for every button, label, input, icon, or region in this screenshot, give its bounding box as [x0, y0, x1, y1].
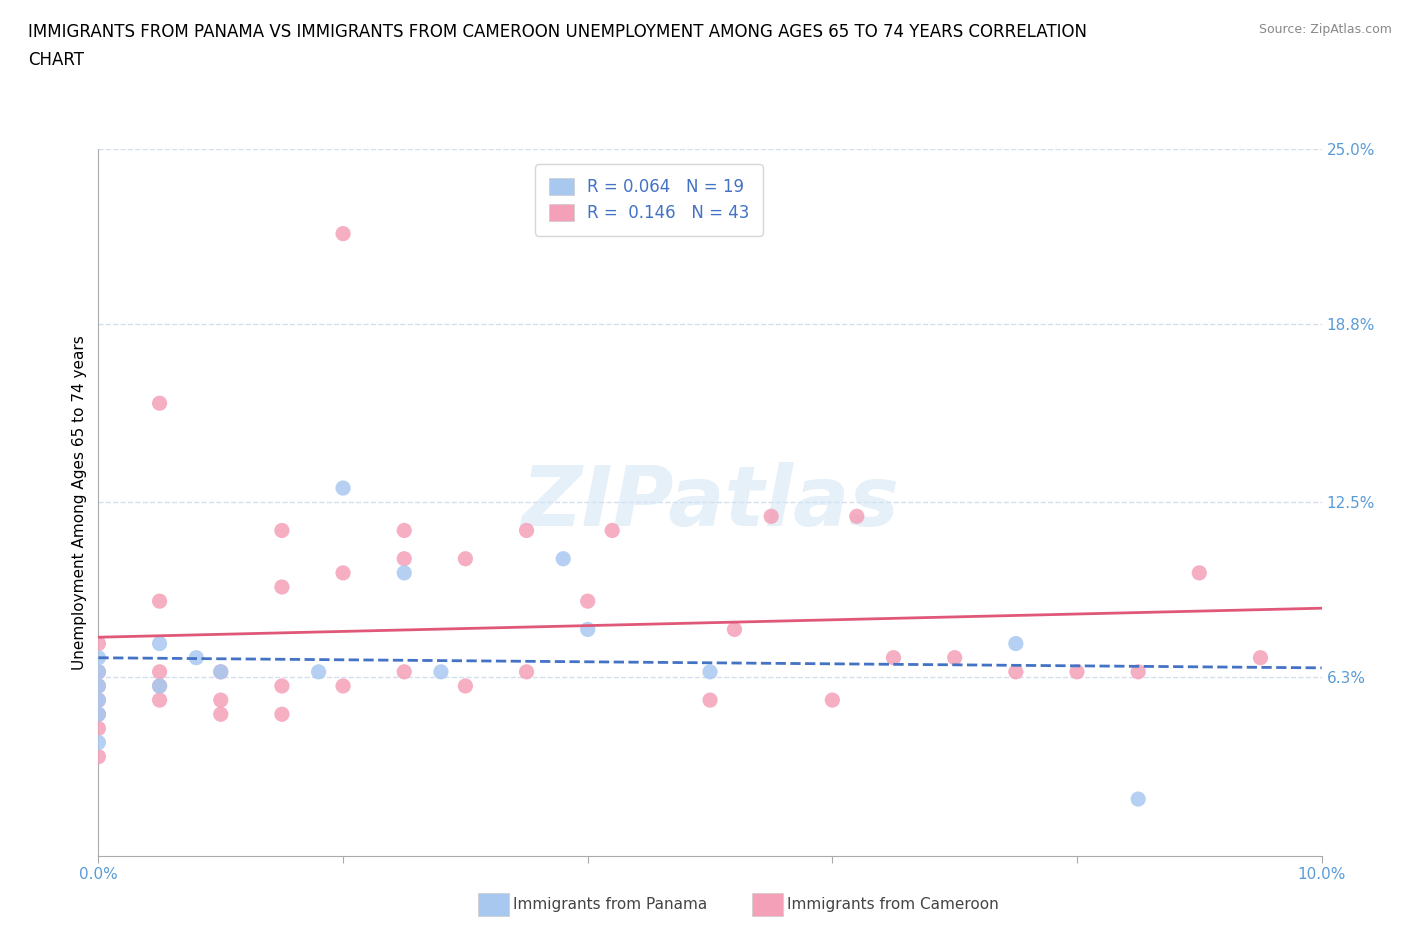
Point — [209, 664, 232, 679]
Point — [516, 523, 538, 538]
Text: IMMIGRANTS FROM PANAMA VS IMMIGRANTS FROM CAMEROON UNEMPLOYMENT AMONG AGES 65 TO: IMMIGRANTS FROM PANAMA VS IMMIGRANTS FRO… — [28, 23, 1087, 41]
Text: Immigrants from Panama: Immigrants from Panama — [513, 897, 707, 912]
Point — [87, 650, 110, 665]
Point — [699, 693, 721, 708]
Point — [87, 664, 110, 679]
Point — [87, 750, 110, 764]
Point — [87, 679, 110, 694]
Point — [332, 565, 354, 580]
Point — [87, 679, 110, 694]
Point — [149, 396, 172, 411]
Point — [332, 226, 354, 241]
Point — [87, 707, 110, 722]
Point — [209, 664, 232, 679]
Point — [332, 481, 354, 496]
Point — [392, 664, 416, 679]
Point — [1128, 791, 1150, 806]
Point — [308, 664, 330, 679]
Point — [87, 664, 110, 679]
Point — [553, 551, 575, 566]
Point — [821, 693, 844, 708]
Point — [516, 664, 538, 679]
Point — [149, 693, 172, 708]
Point — [149, 679, 172, 694]
Point — [845, 509, 868, 524]
Point — [149, 593, 172, 608]
Point — [270, 707, 292, 722]
Text: Source: ZipAtlas.com: Source: ZipAtlas.com — [1258, 23, 1392, 36]
Point — [270, 523, 292, 538]
Point — [209, 693, 232, 708]
Point — [87, 707, 110, 722]
Text: CHART: CHART — [28, 51, 84, 69]
Point — [392, 565, 416, 580]
Point — [699, 664, 721, 679]
Point — [87, 636, 110, 651]
Point — [186, 650, 208, 665]
Point — [149, 636, 172, 651]
Point — [1128, 664, 1150, 679]
Point — [209, 707, 232, 722]
Point — [1004, 664, 1026, 679]
Point — [1249, 650, 1271, 665]
Point — [149, 679, 172, 694]
Point — [454, 679, 477, 694]
Y-axis label: Unemployment Among Ages 65 to 74 years: Unemployment Among Ages 65 to 74 years — [72, 335, 87, 670]
Point — [454, 551, 477, 566]
Point — [723, 622, 745, 637]
Point — [149, 664, 172, 679]
Point — [759, 509, 782, 524]
Point — [883, 650, 905, 665]
Point — [270, 579, 292, 594]
Point — [576, 622, 599, 637]
Text: ZIPatlas: ZIPatlas — [522, 461, 898, 543]
Point — [576, 593, 599, 608]
Point — [392, 551, 416, 566]
Point — [87, 693, 110, 708]
Point — [1066, 664, 1088, 679]
Point — [270, 679, 292, 694]
Point — [87, 721, 110, 736]
Point — [600, 523, 623, 538]
Point — [1004, 636, 1026, 651]
Point — [1188, 565, 1211, 580]
Point — [332, 679, 354, 694]
Point — [430, 664, 453, 679]
Point — [392, 523, 416, 538]
Point — [943, 650, 966, 665]
Point — [87, 693, 110, 708]
Legend: R = 0.064   N = 19, R =  0.146   N = 43: R = 0.064 N = 19, R = 0.146 N = 43 — [536, 165, 762, 235]
Text: Immigrants from Cameroon: Immigrants from Cameroon — [787, 897, 1000, 912]
Point — [87, 735, 110, 750]
